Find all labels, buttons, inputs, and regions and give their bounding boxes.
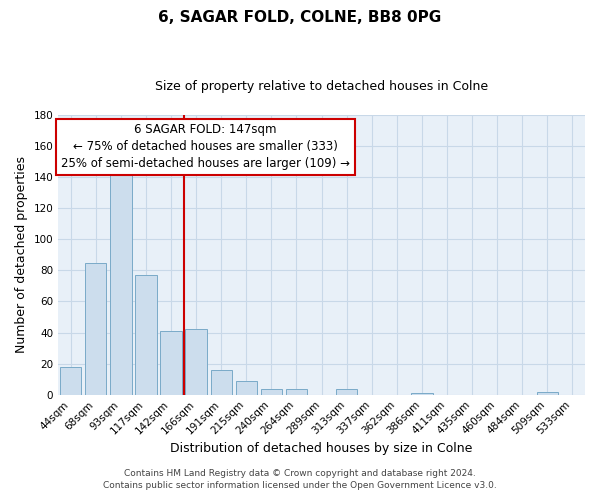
- Y-axis label: Number of detached properties: Number of detached properties: [15, 156, 28, 354]
- X-axis label: Distribution of detached houses by size in Colne: Distribution of detached houses by size …: [170, 442, 473, 455]
- Bar: [136, 275, 157, 394]
- Bar: [261, 388, 282, 394]
- Bar: [411, 393, 433, 394]
- Title: Size of property relative to detached houses in Colne: Size of property relative to detached ho…: [155, 80, 488, 93]
- Text: 6 SAGAR FOLD: 147sqm
← 75% of detached houses are smaller (333)
25% of semi-deta: 6 SAGAR FOLD: 147sqm ← 75% of detached h…: [61, 124, 350, 170]
- Bar: [60, 367, 82, 394]
- Bar: [110, 171, 131, 394]
- Bar: [286, 388, 307, 394]
- Bar: [336, 388, 358, 394]
- Bar: [160, 331, 182, 394]
- Bar: [537, 392, 558, 394]
- Bar: [211, 370, 232, 394]
- Bar: [185, 330, 207, 394]
- Bar: [85, 262, 106, 394]
- Text: Contains HM Land Registry data © Crown copyright and database right 2024.
Contai: Contains HM Land Registry data © Crown c…: [103, 469, 497, 490]
- Bar: [236, 380, 257, 394]
- Text: 6, SAGAR FOLD, COLNE, BB8 0PG: 6, SAGAR FOLD, COLNE, BB8 0PG: [158, 10, 442, 25]
